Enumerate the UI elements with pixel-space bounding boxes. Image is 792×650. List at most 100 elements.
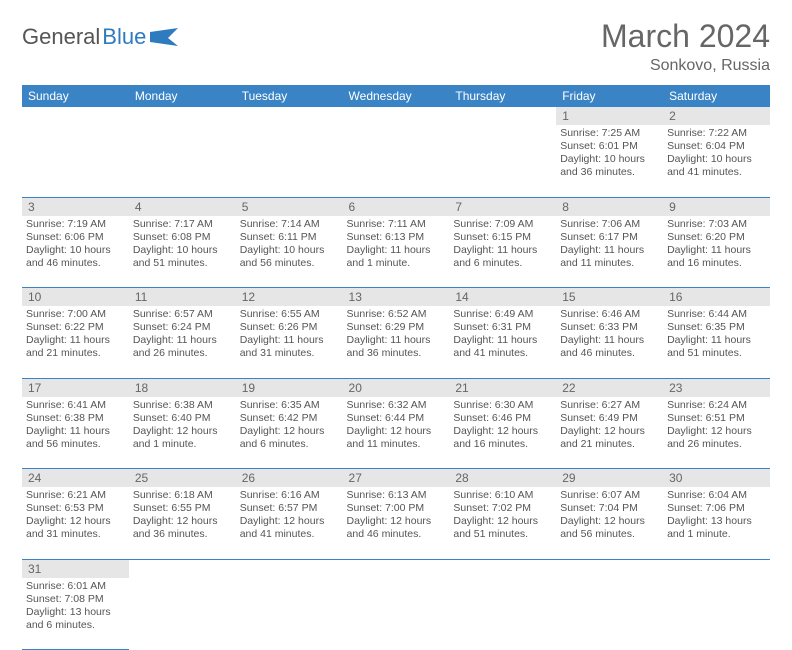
daylight-line: Daylight: 11 hours <box>347 244 446 257</box>
sunset-line: Sunset: 6:01 PM <box>560 140 659 153</box>
sunrise-line: Sunrise: 6:10 AM <box>453 489 552 502</box>
sunrise-line: Sunrise: 6:32 AM <box>347 399 446 412</box>
daylight-line: and 56 minutes. <box>26 438 125 451</box>
sunset-line: Sunset: 6:22 PM <box>26 321 125 334</box>
sunrise-line: Sunrise: 6:35 AM <box>240 399 339 412</box>
sunrise-line: Sunrise: 7:11 AM <box>347 218 446 231</box>
daylight-line: and 51 minutes. <box>133 257 232 270</box>
sunset-line: Sunset: 7:08 PM <box>26 593 125 606</box>
sunset-line: Sunset: 7:04 PM <box>560 502 659 515</box>
weekday-header: Saturday <box>663 85 770 107</box>
day-number-row: 31 <box>22 559 770 578</box>
sunrise-line: Sunrise: 6:44 AM <box>667 308 766 321</box>
day-detail-cell <box>129 125 236 197</box>
daylight-line: Daylight: 10 hours <box>667 153 766 166</box>
day-number-cell: 13 <box>343 288 450 307</box>
day-detail-cell: Sunrise: 6:46 AMSunset: 6:33 PMDaylight:… <box>556 306 663 378</box>
day-number-cell: 16 <box>663 288 770 307</box>
daylight-line: and 46 minutes. <box>347 528 446 541</box>
sunset-line: Sunset: 6:38 PM <box>26 412 125 425</box>
day-number-cell <box>22 107 129 125</box>
day-detail-cell: Sunrise: 6:27 AMSunset: 6:49 PMDaylight:… <box>556 397 663 469</box>
brand-part1: General <box>22 24 100 50</box>
daylight-line: Daylight: 11 hours <box>26 425 125 438</box>
day-number-cell: 10 <box>22 288 129 307</box>
sunrise-line: Sunrise: 6:21 AM <box>26 489 125 502</box>
sunrise-line: Sunrise: 6:18 AM <box>133 489 232 502</box>
day-number-cell: 18 <box>129 378 236 397</box>
daylight-line: Daylight: 12 hours <box>240 515 339 528</box>
day-detail-cell: Sunrise: 6:30 AMSunset: 6:46 PMDaylight:… <box>449 397 556 469</box>
daylight-line: Daylight: 10 hours <box>26 244 125 257</box>
sunset-line: Sunset: 6:40 PM <box>133 412 232 425</box>
daylight-line: Daylight: 11 hours <box>26 334 125 347</box>
sunset-line: Sunset: 7:02 PM <box>453 502 552 515</box>
daylight-line: Daylight: 11 hours <box>560 334 659 347</box>
day-detail-cell <box>22 125 129 197</box>
daylight-line: and 26 minutes. <box>667 438 766 451</box>
day-detail-cell: Sunrise: 6:41 AMSunset: 6:38 PMDaylight:… <box>22 397 129 469</box>
day-number-cell: 5 <box>236 197 343 216</box>
daylight-line: and 16 minutes. <box>453 438 552 451</box>
day-detail-cell: Sunrise: 6:13 AMSunset: 7:00 PMDaylight:… <box>343 487 450 559</box>
daylight-line: and 1 minute. <box>347 257 446 270</box>
day-number-cell: 25 <box>129 469 236 488</box>
weekday-header: Monday <box>129 85 236 107</box>
sunrise-line: Sunrise: 7:22 AM <box>667 127 766 140</box>
day-number-row: 3456789 <box>22 197 770 216</box>
day-detail-cell: Sunrise: 6:32 AMSunset: 6:44 PMDaylight:… <box>343 397 450 469</box>
sunrise-line: Sunrise: 6:01 AM <box>26 580 125 593</box>
sunrise-line: Sunrise: 6:07 AM <box>560 489 659 502</box>
day-detail-cell: Sunrise: 7:11 AMSunset: 6:13 PMDaylight:… <box>343 216 450 288</box>
day-number-cell: 15 <box>556 288 663 307</box>
sunset-line: Sunset: 6:51 PM <box>667 412 766 425</box>
daylight-line: Daylight: 12 hours <box>347 425 446 438</box>
sunrise-line: Sunrise: 6:24 AM <box>667 399 766 412</box>
day-detail-cell: Sunrise: 7:06 AMSunset: 6:17 PMDaylight:… <box>556 216 663 288</box>
day-number-cell <box>236 107 343 125</box>
sunrise-line: Sunrise: 6:49 AM <box>453 308 552 321</box>
sunrise-line: Sunrise: 7:25 AM <box>560 127 659 140</box>
daylight-line: and 36 minutes. <box>133 528 232 541</box>
day-detail-cell: Sunrise: 7:00 AMSunset: 6:22 PMDaylight:… <box>22 306 129 378</box>
daylight-line: and 26 minutes. <box>133 347 232 360</box>
day-number-cell <box>129 559 236 578</box>
daylight-line: Daylight: 12 hours <box>347 515 446 528</box>
day-number-cell: 17 <box>22 378 129 397</box>
sunset-line: Sunset: 6:04 PM <box>667 140 766 153</box>
day-detail-cell: Sunrise: 6:10 AMSunset: 7:02 PMDaylight:… <box>449 487 556 559</box>
day-detail-row: Sunrise: 6:21 AMSunset: 6:53 PMDaylight:… <box>22 487 770 559</box>
day-number-cell: 1 <box>556 107 663 125</box>
weekday-header: Sunday <box>22 85 129 107</box>
sunset-line: Sunset: 6:08 PM <box>133 231 232 244</box>
day-number-cell: 8 <box>556 197 663 216</box>
day-number-cell: 19 <box>236 378 343 397</box>
daylight-line: Daylight: 11 hours <box>667 244 766 257</box>
sunset-line: Sunset: 6:24 PM <box>133 321 232 334</box>
daylight-line: and 41 minutes. <box>453 347 552 360</box>
sunset-line: Sunset: 6:33 PM <box>560 321 659 334</box>
sunrise-line: Sunrise: 7:14 AM <box>240 218 339 231</box>
daylight-line: Daylight: 12 hours <box>453 515 552 528</box>
day-number-cell <box>449 559 556 578</box>
sunset-line: Sunset: 6:17 PM <box>560 231 659 244</box>
day-detail-cell: Sunrise: 6:35 AMSunset: 6:42 PMDaylight:… <box>236 397 343 469</box>
day-detail-cell <box>129 578 236 650</box>
sunrise-line: Sunrise: 6:30 AM <box>453 399 552 412</box>
sunrise-line: Sunrise: 6:13 AM <box>347 489 446 502</box>
day-number-row: 10111213141516 <box>22 288 770 307</box>
daylight-line: and 41 minutes. <box>240 528 339 541</box>
day-number-row: 12 <box>22 107 770 125</box>
sunset-line: Sunset: 7:00 PM <box>347 502 446 515</box>
weekday-header: Wednesday <box>343 85 450 107</box>
day-number-cell: 23 <box>663 378 770 397</box>
sunset-line: Sunset: 6:44 PM <box>347 412 446 425</box>
daylight-line: Daylight: 13 hours <box>667 515 766 528</box>
day-detail-cell <box>236 125 343 197</box>
sunset-line: Sunset: 6:49 PM <box>560 412 659 425</box>
day-number-cell: 14 <box>449 288 556 307</box>
day-detail-row: Sunrise: 7:25 AMSunset: 6:01 PM Daylight:… <box>22 125 770 197</box>
daylight-line: and 11 minutes. <box>347 438 446 451</box>
daylight-line: Daylight: 10 hours <box>240 244 339 257</box>
day-detail-cell: Sunrise: 6:04 AMSunset: 7:06 PMDaylight:… <box>663 487 770 559</box>
